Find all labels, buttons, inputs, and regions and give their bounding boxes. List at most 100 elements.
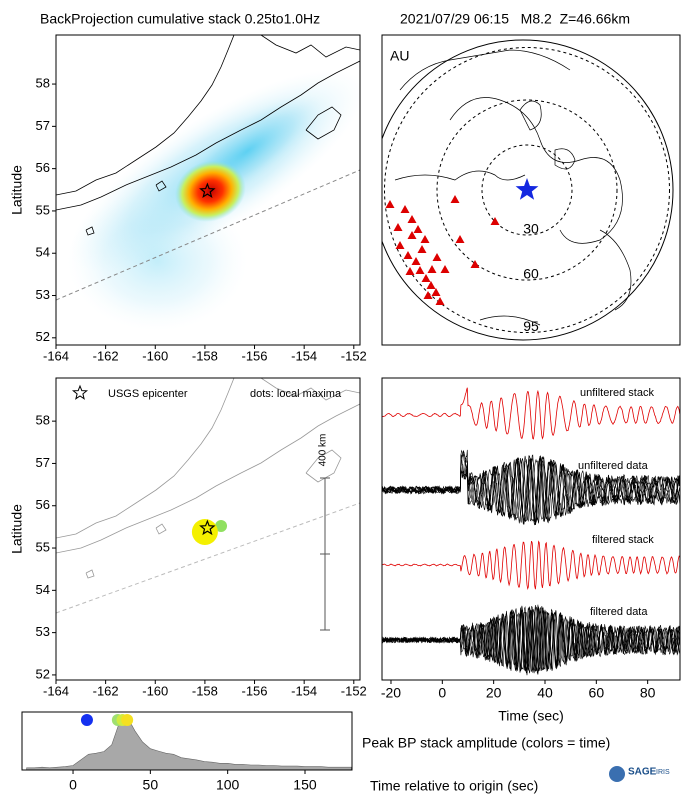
x-tick-label: -158 <box>192 683 218 698</box>
y-tick-label: 57 <box>36 455 50 470</box>
trench <box>56 169 360 301</box>
coast-segment <box>85 569 95 579</box>
coast-segment <box>155 180 167 192</box>
data-trace <box>382 458 680 523</box>
x-tick-label: -164 <box>43 683 69 698</box>
y-tick-label: 52 <box>36 666 50 681</box>
coast-segment <box>155 523 167 535</box>
logo-text: SAGE <box>628 767 657 778</box>
peak-dot <box>80 714 93 726</box>
legend-text: dots: local maxima <box>250 388 342 400</box>
station <box>427 265 437 273</box>
trace-label: unfiltered data <box>578 460 649 472</box>
logo-globe <box>609 766 625 782</box>
x-tick-label: 150 <box>293 777 317 793</box>
y-axis-label: Latitude <box>9 504 25 554</box>
station <box>431 288 441 296</box>
x-tick-label: 40 <box>537 685 553 701</box>
station <box>395 241 405 249</box>
x-tick-label: -160 <box>142 348 168 363</box>
x-tick-label: -154 <box>291 348 317 363</box>
x-tick-label: -152 <box>341 348 367 363</box>
coast-segment <box>479 315 541 326</box>
scale-label: 400 km <box>318 434 329 467</box>
chart-title: Peak BP stack amplitude (colors = time) <box>362 735 610 751</box>
plot-frame <box>21 711 353 771</box>
station <box>393 223 403 231</box>
x-tick-label: -20 <box>381 685 401 701</box>
x-tick-label: -162 <box>93 348 119 363</box>
x-tick-label: 20 <box>486 685 502 701</box>
trace-group <box>382 540 680 591</box>
ring-label: 95 <box>523 318 539 334</box>
trace-label: unfiltered stack <box>580 387 654 399</box>
legend-text: USGS epicenter <box>108 388 188 400</box>
amplitude-area <box>26 716 352 770</box>
coast-segment <box>56 60 360 211</box>
coast-segment <box>56 378 235 539</box>
local-maximum <box>191 518 218 545</box>
legend-star <box>71 384 89 400</box>
coast-segment <box>305 449 342 483</box>
x-tick-label: 50 <box>143 777 159 793</box>
x-tick-label: 100 <box>216 777 240 793</box>
epicenter-star <box>515 178 539 200</box>
polar-map <box>382 39 674 341</box>
station <box>385 200 395 208</box>
trench <box>56 502 360 614</box>
data-trace <box>382 456 680 525</box>
station <box>415 266 425 274</box>
station <box>490 217 500 225</box>
coastline <box>56 35 360 236</box>
local-maximum <box>215 520 228 533</box>
station <box>455 235 465 243</box>
coast-segment <box>599 229 632 311</box>
station <box>407 231 417 239</box>
network-label: AU <box>390 48 409 64</box>
station <box>421 274 431 282</box>
station <box>435 297 445 305</box>
station <box>440 265 450 273</box>
distance-ring <box>384 47 670 333</box>
x-tick-label: -162 <box>93 683 119 698</box>
coast-segment <box>85 226 95 236</box>
station <box>450 195 460 203</box>
coast-segment <box>260 378 360 401</box>
x-tick-label: -156 <box>242 348 268 363</box>
x-tick-label: -164 <box>43 348 69 363</box>
station <box>405 267 415 275</box>
ring-label: 30 <box>523 221 539 237</box>
trace-label: filtered data <box>590 606 648 618</box>
y-tick-label: 57 <box>36 118 50 133</box>
heat-haze <box>67 191 248 332</box>
coastline <box>56 378 360 579</box>
trace-group <box>382 449 680 526</box>
stack-trace <box>382 540 680 591</box>
station <box>400 205 410 213</box>
y-tick-label: 52 <box>36 329 50 344</box>
coast-segment <box>554 148 576 170</box>
stack-trace <box>382 387 680 440</box>
data-trace <box>382 604 680 674</box>
x-tick-label: 80 <box>640 685 656 701</box>
coast-segment <box>399 49 571 91</box>
epicenter-star <box>199 519 216 536</box>
station <box>423 291 433 299</box>
station <box>417 245 427 253</box>
x-tick-label: -158 <box>192 348 218 363</box>
chart-title: BackProjection cumulative stack 0.25to1.… <box>40 11 320 27</box>
y-tick-label: 56 <box>36 497 50 512</box>
logo-subtext: IRIS <box>656 769 670 776</box>
x-tick-label: -160 <box>142 683 168 698</box>
plot-frame <box>381 34 681 346</box>
station <box>403 251 413 259</box>
x-tick-label: 0 <box>69 777 77 793</box>
trace-group <box>382 387 680 440</box>
station <box>470 260 480 268</box>
y-tick-label: 55 <box>36 202 50 217</box>
y-tick-label: 55 <box>36 539 50 554</box>
y-tick-label: 53 <box>36 624 50 639</box>
heat-peak <box>175 160 246 222</box>
x-axis-label: Time (sec) <box>498 708 564 724</box>
